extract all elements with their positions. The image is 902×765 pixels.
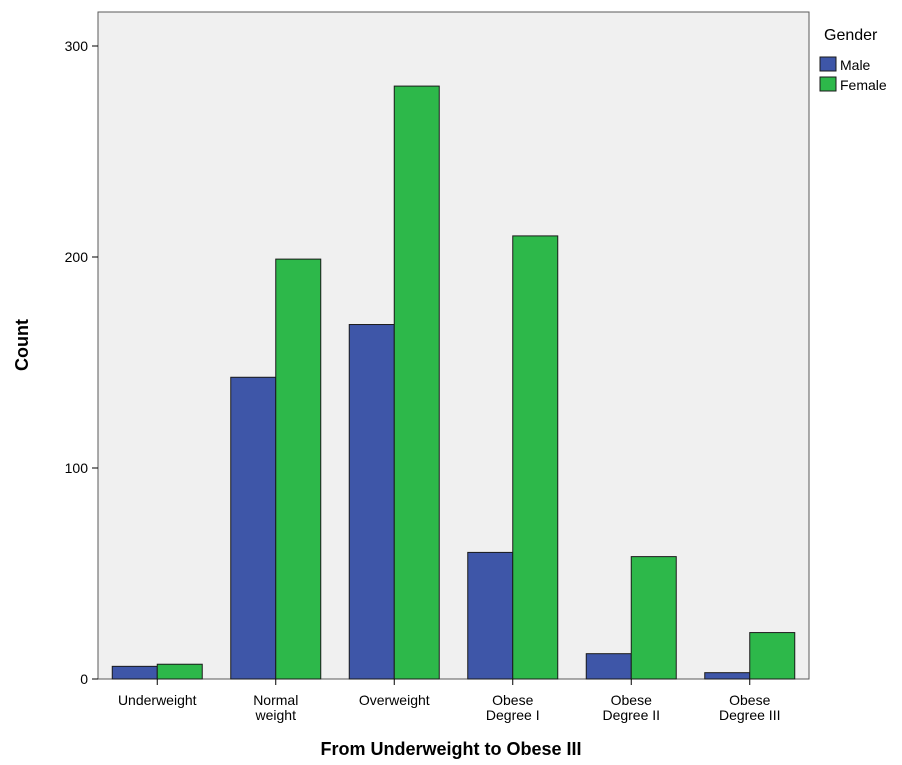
x-tick-label-line: Overweight: [359, 692, 430, 708]
bar-female-0: [156, 663, 203, 680]
x-tick-label-line: Degree I: [486, 707, 540, 723]
y-axis: 0 100 200 300: [65, 38, 98, 687]
legend-swatch-male: [819, 56, 837, 72]
legend-title: Gender: [824, 27, 878, 44]
bar-female-4: [630, 556, 677, 680]
legend: Gender Male Female: [819, 27, 887, 93]
x-tick-label-line: Degree II: [602, 707, 660, 723]
bar-male-4: [585, 653, 632, 680]
y-axis-title: Count: [12, 319, 32, 371]
bars-layer: [111, 85, 796, 680]
y-tick-label: 200: [65, 249, 89, 265]
x-tick-label: Obese Degree I: [486, 692, 540, 723]
bar-female-2: [393, 85, 440, 680]
plot-area: [97, 11, 810, 680]
bar-male-5: [704, 672, 751, 680]
x-tick-label-line: Obese: [492, 692, 533, 708]
bar-male-0: [111, 665, 158, 680]
x-tick-label: Obese Degree II: [602, 692, 660, 723]
x-tick-label: Underweight: [118, 692, 197, 708]
x-tick-label-line: weight: [255, 707, 297, 723]
bar-male-2: [348, 324, 395, 680]
x-tick-label-line: Underweight: [118, 692, 197, 708]
x-tick-label-line: Obese: [611, 692, 652, 708]
legend-swatch-female: [819, 76, 837, 92]
bar-female-1: [275, 258, 322, 680]
y-tick-label: 300: [65, 38, 89, 54]
y-tick-label: 0: [80, 671, 88, 687]
x-tick-label-line: Normal: [253, 692, 298, 708]
legend-label-male: Male: [840, 57, 871, 73]
bar-male-3: [467, 551, 514, 680]
legend-label-female: Female: [840, 77, 887, 93]
x-tick-label: Overweight: [359, 692, 430, 708]
x-tick-label-line: Degree III: [719, 707, 780, 723]
y-tick-label: 100: [65, 460, 89, 476]
x-axis-title: From Underweight to Obese III: [320, 739, 581, 759]
x-tick-label: Obese Degree III: [719, 692, 780, 723]
bar-male-1: [230, 376, 277, 680]
x-tick-label: Normal weight: [253, 692, 298, 723]
bar-female-5: [749, 632, 796, 680]
x-tick-label-line: Obese: [729, 692, 770, 708]
bar-female-3: [512, 235, 559, 680]
